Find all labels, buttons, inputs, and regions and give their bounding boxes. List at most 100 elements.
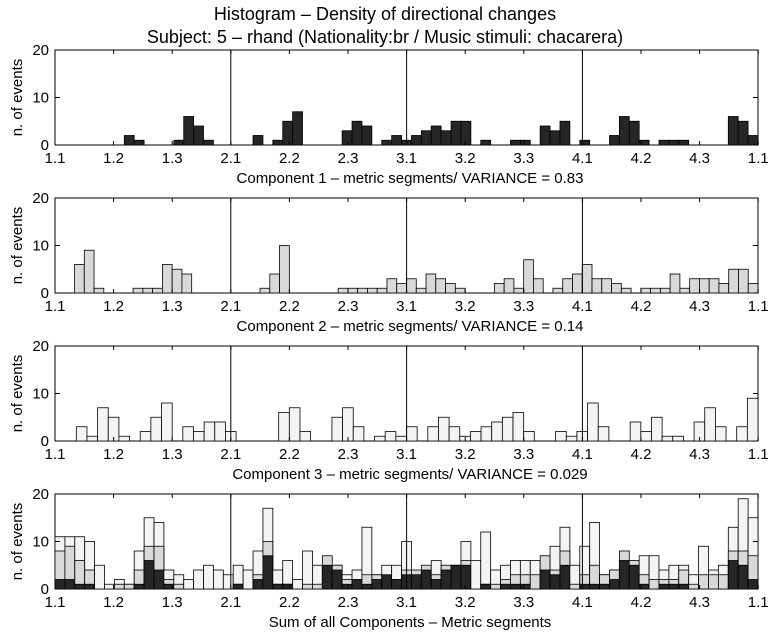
x-tick-label: 3.3 bbox=[513, 150, 534, 167]
x-tick-label: 1.1 bbox=[45, 594, 66, 611]
y-axis-label: n. of events bbox=[9, 207, 26, 285]
bar bbox=[480, 426, 493, 442]
bar bbox=[435, 278, 446, 294]
bar bbox=[214, 421, 226, 442]
bar-mid bbox=[717, 574, 729, 590]
x-tick-label: 1.1 bbox=[748, 150, 769, 167]
bar-base bbox=[727, 560, 739, 590]
bar bbox=[501, 416, 514, 442]
bar bbox=[123, 135, 135, 146]
bar bbox=[512, 412, 525, 442]
bar bbox=[203, 421, 216, 442]
x-tick-label: 2.3 bbox=[338, 298, 359, 315]
bar bbox=[611, 283, 622, 294]
bar bbox=[152, 287, 163, 294]
bar bbox=[381, 139, 393, 146]
bar bbox=[708, 278, 720, 294]
bar bbox=[519, 139, 531, 146]
bar bbox=[513, 287, 525, 294]
bar-base bbox=[54, 579, 66, 590]
bar-base bbox=[480, 583, 492, 590]
bar-total bbox=[480, 531, 492, 590]
bar-base bbox=[599, 583, 610, 590]
x-tick-label: 2.1 bbox=[220, 594, 241, 611]
bar-base bbox=[430, 579, 442, 590]
bar-total bbox=[292, 579, 303, 590]
bar-base bbox=[539, 569, 551, 590]
bar-base bbox=[500, 583, 511, 590]
x-tick-label: 2.2 bbox=[279, 298, 300, 315]
x-tick-label: 1.1 bbox=[748, 298, 769, 315]
histogram-panel-3: 1.1 1.2 1.3 2.1 2.2 2.3 3.1 3.2 3.3 4.1 4.2 4.3 1.10… bbox=[9, 338, 769, 483]
x-tick-label: 2.2 bbox=[279, 446, 300, 463]
bar bbox=[672, 435, 684, 442]
bar bbox=[83, 249, 95, 294]
bar bbox=[150, 416, 162, 442]
bar-base bbox=[84, 583, 95, 590]
bar bbox=[391, 135, 402, 146]
bar bbox=[272, 139, 284, 146]
x-tick-label: 4.3 bbox=[689, 150, 710, 167]
bar-base bbox=[559, 564, 571, 590]
bar bbox=[559, 120, 571, 146]
bar-base bbox=[519, 583, 531, 590]
bar bbox=[640, 287, 651, 294]
bar bbox=[430, 125, 442, 146]
x-tick-label: 1.2 bbox=[103, 298, 124, 315]
bar bbox=[737, 120, 749, 146]
bar-base bbox=[391, 579, 402, 590]
bar bbox=[181, 273, 193, 294]
bar bbox=[118, 435, 130, 442]
bar bbox=[510, 139, 521, 146]
bar-total bbox=[193, 569, 204, 590]
bar-base bbox=[411, 574, 422, 590]
chart-subtitle: Subject: 5 – rhand (Nationality:br / Mus… bbox=[146, 27, 624, 47]
bar bbox=[352, 426, 365, 442]
bar bbox=[331, 416, 343, 442]
bar bbox=[133, 139, 145, 146]
x-tick-label: 2.3 bbox=[338, 446, 359, 463]
bar bbox=[620, 287, 632, 294]
bar bbox=[384, 431, 397, 442]
x-tick-label: 3.2 bbox=[455, 446, 476, 463]
bar bbox=[337, 287, 349, 294]
y-tick-label: 10 bbox=[32, 238, 49, 255]
bar bbox=[299, 431, 312, 442]
bar-base bbox=[341, 583, 353, 590]
x-tick-label: 1.3 bbox=[162, 446, 183, 463]
bar-base bbox=[420, 569, 432, 590]
x-tick-label: 4.3 bbox=[689, 298, 710, 315]
bar bbox=[93, 287, 105, 294]
bar-mid bbox=[302, 583, 313, 590]
x-tick-label: 1.1 bbox=[748, 594, 769, 611]
bar bbox=[539, 125, 551, 146]
x-tick-label: 4.1 bbox=[572, 298, 593, 315]
bar bbox=[193, 125, 204, 146]
y-tick-label: 0 bbox=[41, 433, 49, 450]
bar bbox=[493, 283, 505, 294]
x-tick-label: 1.2 bbox=[103, 150, 124, 167]
bar-base bbox=[133, 583, 145, 590]
x-axis-label: Component 3 – metric segments/ VARIANCE … bbox=[232, 466, 587, 483]
bar bbox=[650, 287, 661, 294]
y-tick-label: 10 bbox=[32, 386, 49, 403]
x-tick-label: 4.3 bbox=[689, 594, 710, 611]
y-axis-label: n. of events bbox=[9, 59, 26, 137]
bar bbox=[699, 278, 710, 294]
bar bbox=[629, 421, 642, 442]
bar bbox=[182, 426, 194, 442]
x-tick-label: 3.2 bbox=[455, 298, 476, 315]
y-axis-label: n. of events bbox=[9, 355, 26, 433]
x-tick-label: 2.2 bbox=[279, 594, 300, 611]
bar bbox=[628, 120, 640, 146]
bar bbox=[728, 268, 739, 294]
bar-mid bbox=[490, 583, 501, 590]
x-tick-label: 1.2 bbox=[103, 594, 124, 611]
bar bbox=[746, 397, 759, 442]
chart-title: Histogram – Density of directional chang… bbox=[213, 4, 557, 24]
histogram-panel-4: 1.1 1.2 1.3 2.1 2.2 2.3 3.1 3.2 3.3 4.1 4.2 4.3 1.10… bbox=[9, 486, 769, 631]
bar bbox=[171, 268, 183, 294]
bar bbox=[351, 120, 363, 146]
bar bbox=[173, 139, 185, 146]
x-tick-label: 4.1 bbox=[572, 150, 593, 167]
